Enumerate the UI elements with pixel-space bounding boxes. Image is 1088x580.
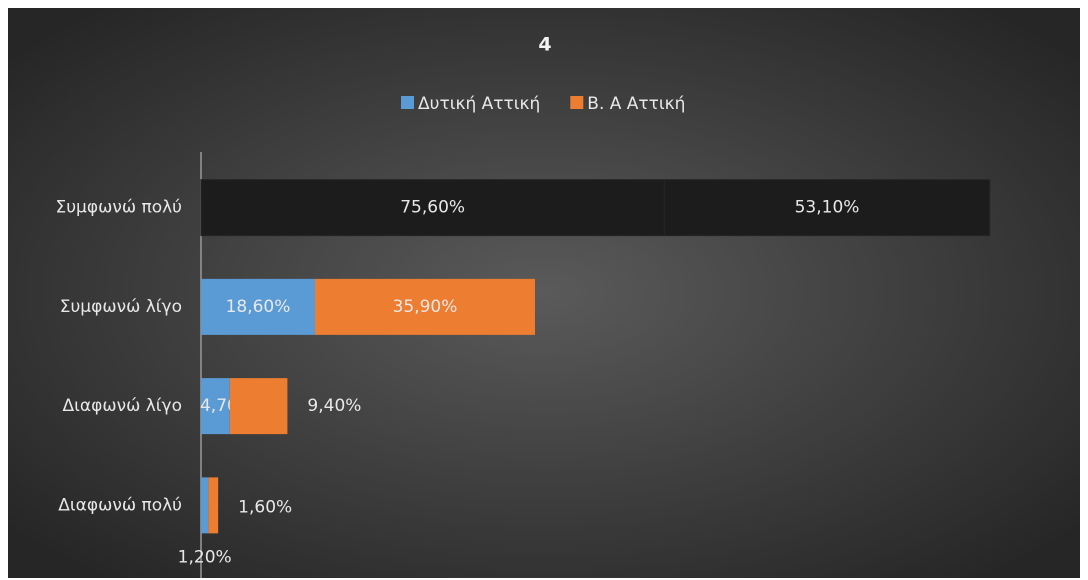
data-label: 18,60% [226, 297, 291, 317]
data-label: 1,20% [178, 547, 232, 567]
legend-swatch [401, 96, 414, 109]
bar [314, 278, 536, 335]
data-label: 1,60% [238, 497, 292, 517]
data-label: 9,40% [307, 396, 361, 416]
y-tick-label: Διαφωνώ λίγο [63, 396, 182, 416]
bar [663, 179, 991, 237]
bar [201, 378, 230, 435]
bar [201, 278, 315, 335]
data-label: 53,10% [795, 198, 860, 218]
data-label: 35,90% [393, 297, 458, 317]
y-tick-label: Διαφωνώ πολύ [58, 495, 182, 515]
bar [208, 477, 219, 534]
y-tick-label: Συμφωνώ πολύ [55, 198, 182, 218]
chart-background [8, 8, 1080, 578]
legend-swatch [570, 96, 584, 109]
data-label: 75,60% [400, 198, 465, 218]
chart-title: 4 [538, 34, 551, 56]
legend-label: Δυτική Αττική [418, 94, 540, 114]
bar [200, 179, 665, 237]
y-tick-label: Συμφωνώ λίγο [60, 297, 182, 317]
legend-label: Β. Α Αττική [587, 94, 685, 114]
bar [229, 378, 288, 435]
bar [201, 477, 209, 534]
